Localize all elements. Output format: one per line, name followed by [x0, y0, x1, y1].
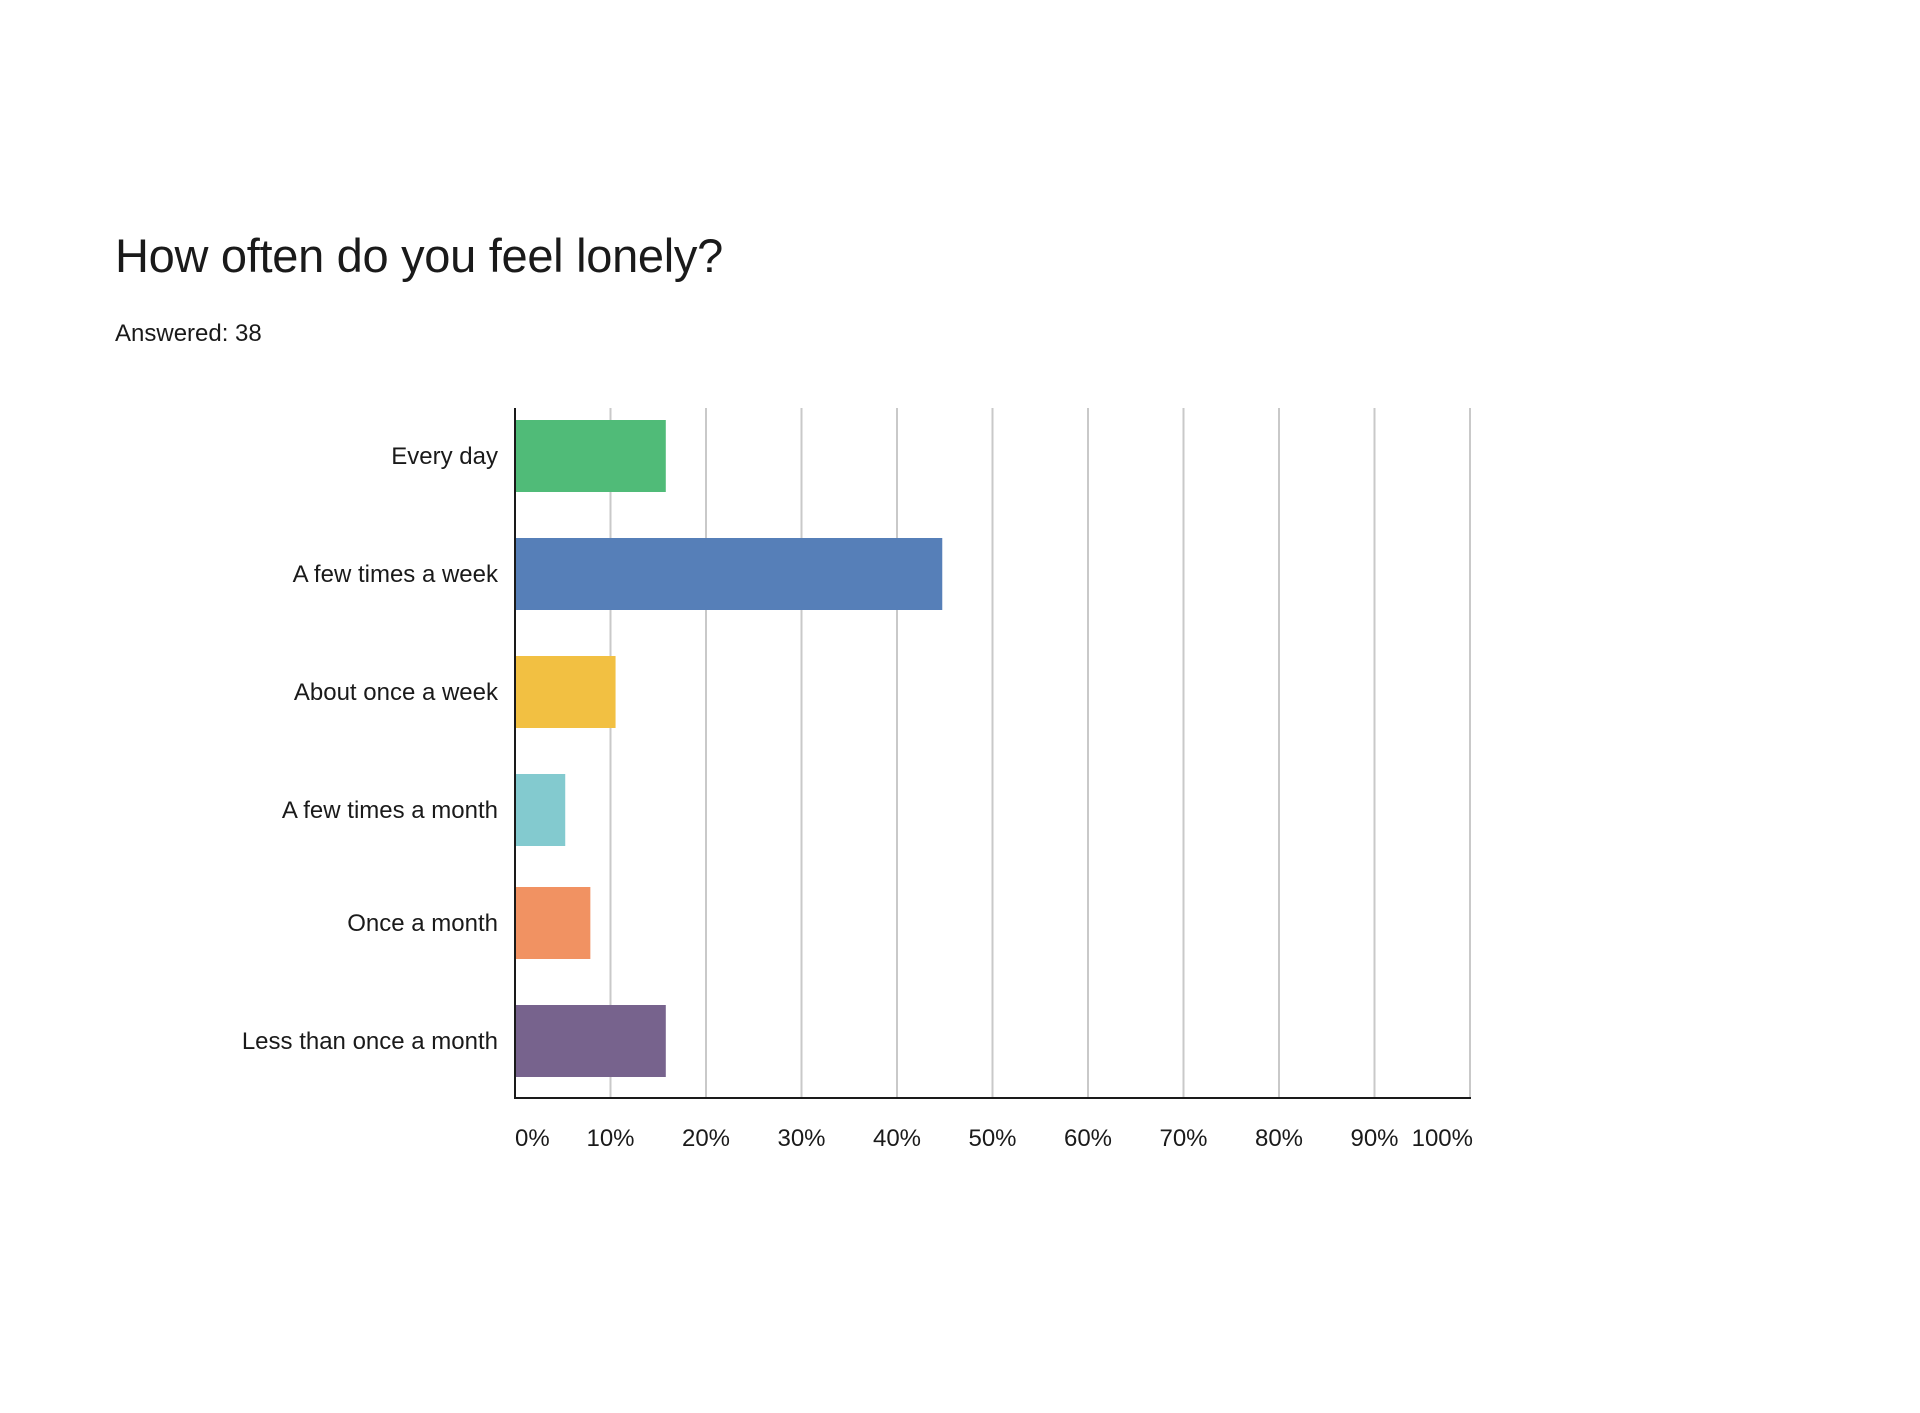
bar-a-few-times-a-month — [515, 774, 566, 846]
axes — [514, 408, 1471, 1099]
category-label: Once a month — [347, 910, 498, 937]
category-label: Every day — [391, 443, 498, 470]
bars — [515, 420, 943, 1077]
x-tick-label: 50% — [968, 1125, 1016, 1152]
bar-less-than-once-a-month — [515, 1005, 666, 1077]
answered-count: Answered: 38 — [115, 320, 262, 347]
x-tick-label: 40% — [873, 1125, 921, 1152]
x-tick-label: 80% — [1255, 1125, 1303, 1152]
x-tick-label: 70% — [1159, 1125, 1207, 1152]
bar-about-once-a-week — [515, 656, 616, 728]
category-label: A few times a month — [282, 797, 498, 824]
chart-title: How often do you feel lonely? — [115, 229, 723, 282]
x-tick-label: 30% — [777, 1125, 825, 1152]
category-label: About once a week — [294, 679, 499, 706]
gridlines — [609, 408, 1471, 1098]
x-tick-label: 0% — [515, 1125, 550, 1152]
x-tick-label: 10% — [586, 1125, 634, 1152]
x-tick-label: 90% — [1350, 1125, 1398, 1152]
bar-every-day — [515, 420, 666, 492]
category-label: Less than once a month — [242, 1028, 498, 1055]
category-labels: Every day A few times a week About once a … — [242, 443, 499, 1055]
x-tick-label: 100% — [1412, 1125, 1473, 1152]
bar-a-few-times-a-week — [515, 538, 943, 610]
x-tick-label: 20% — [682, 1125, 730, 1152]
category-label: A few times a week — [293, 561, 499, 588]
bar-once-a-month — [515, 887, 591, 959]
tick-labels: 0% 10% 20% 30% 40% 50% 60% 70% 80% 90% 100% — [515, 1125, 1473, 1152]
x-tick-label: 60% — [1064, 1125, 1112, 1152]
